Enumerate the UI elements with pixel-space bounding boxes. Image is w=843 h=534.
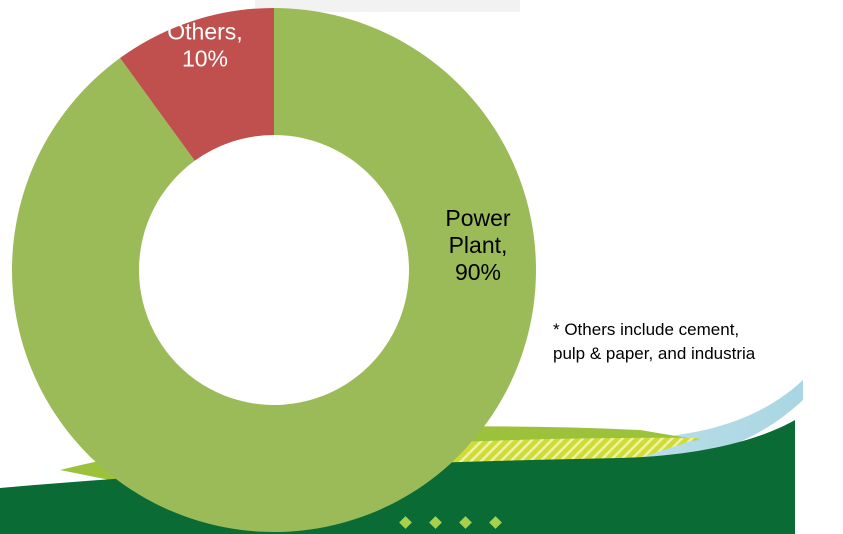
footnote: * Others include cement, pulp & paper, a… [553,318,843,366]
donut-slice-1 [11,8,536,533]
slice-label-line: Power [445,205,511,231]
slice-label-line: Plant, [449,232,508,258]
slice-label-line: Others, [167,19,242,45]
slice-label-line: 10% [182,46,228,72]
footnote-line-2: pulp & paper, and industria [553,344,756,363]
donut-slices [11,8,536,533]
slice-labels: Others, 10% Power Plant, 90% [167,19,511,286]
donut-slice-0 [120,8,274,161]
footnote-line-1: * Others include cement, [553,320,740,339]
top-banner-strip [255,0,520,12]
slice-label-1: Power Plant, 90% [445,205,511,285]
slice-label-0: Others, 10% [167,19,242,72]
slice-label-line: 90% [455,259,501,285]
